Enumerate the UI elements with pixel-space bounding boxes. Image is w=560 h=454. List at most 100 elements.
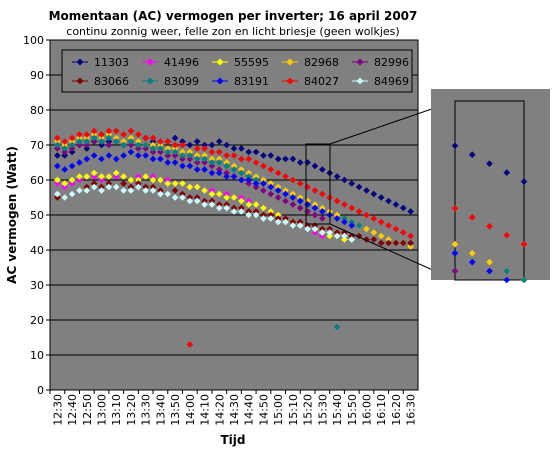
data-point xyxy=(157,141,164,149)
legend-label: 83191 xyxy=(234,75,269,88)
data-point xyxy=(61,141,69,149)
data-point xyxy=(68,145,76,152)
x-tick-label: 13:20 xyxy=(125,394,138,426)
zoom-point xyxy=(520,276,528,284)
data-point xyxy=(363,211,370,219)
data-point xyxy=(245,148,253,156)
data-point xyxy=(319,166,326,173)
data-point xyxy=(215,204,223,212)
data-point xyxy=(54,134,61,142)
x-tick-label: 14:50 xyxy=(257,394,270,426)
data-point xyxy=(186,152,194,159)
data-point xyxy=(149,173,157,180)
data-point xyxy=(186,194,194,201)
legend-label: 82996 xyxy=(374,56,409,69)
y-tick-label: 20 xyxy=(30,314,44,327)
data-point xyxy=(98,183,105,191)
zoom-source-box xyxy=(305,143,331,225)
data-point xyxy=(245,201,253,208)
data-point xyxy=(230,194,238,201)
data-point xyxy=(296,222,304,229)
data-point xyxy=(252,211,260,219)
data-point xyxy=(127,183,135,191)
data-point xyxy=(230,204,238,212)
legend: 11303 41496 55595 82968 82996 83066 83099 83191… xyxy=(61,49,413,93)
y-tick-label: 70 xyxy=(30,139,44,152)
data-point xyxy=(230,145,238,152)
data-point xyxy=(399,229,407,236)
zoom-point xyxy=(468,151,476,158)
data-point xyxy=(157,155,164,163)
data-point xyxy=(355,232,363,240)
legend-item: 82968 xyxy=(282,56,339,69)
data-point xyxy=(230,173,238,180)
x-tick-label: 13:30 xyxy=(140,394,153,426)
data-point xyxy=(201,141,208,149)
data-point xyxy=(127,127,135,135)
data-point xyxy=(61,145,69,152)
legend-label: 84027 xyxy=(304,75,339,88)
data-point xyxy=(171,145,179,152)
data-point xyxy=(267,152,275,159)
data-point xyxy=(289,155,297,163)
data-point xyxy=(252,176,260,184)
zoom-point xyxy=(468,249,476,257)
data-point xyxy=(149,148,157,156)
x-tick-label: 12:30 xyxy=(51,394,64,426)
data-point xyxy=(208,169,216,177)
x-tick-label: 12:40 xyxy=(66,394,79,426)
data-point xyxy=(215,155,223,163)
data-point xyxy=(311,229,319,236)
data-point xyxy=(355,222,363,229)
data-point xyxy=(186,141,194,149)
legend-label: 83066 xyxy=(94,75,129,88)
data-point xyxy=(105,138,113,145)
data-point xyxy=(341,176,348,184)
legend-label: 41496 xyxy=(164,56,199,69)
data-point xyxy=(83,183,91,191)
data-point xyxy=(186,162,194,170)
data-point xyxy=(230,162,238,170)
data-point xyxy=(120,131,127,138)
data-point xyxy=(54,138,61,145)
x-tick-label: 13:50 xyxy=(169,394,182,426)
zoom-markers xyxy=(451,142,528,284)
data-point xyxy=(98,138,105,145)
x-tick-label: 15:20 xyxy=(302,394,315,426)
x-tick-label: 14:30 xyxy=(228,394,241,426)
data-point xyxy=(164,152,172,159)
data-point xyxy=(135,131,142,138)
data-point xyxy=(193,159,201,166)
data-point xyxy=(193,155,201,163)
data-point xyxy=(179,162,186,170)
data-point xyxy=(311,162,319,170)
legend-item: 84027 xyxy=(282,75,339,88)
data-point xyxy=(267,190,275,198)
y-tick-label: 60 xyxy=(30,174,44,187)
x-tick-label: 12:50 xyxy=(81,394,94,426)
data-point xyxy=(289,190,297,198)
zoom-point xyxy=(486,223,493,230)
data-point xyxy=(215,159,223,166)
data-point xyxy=(333,323,341,331)
data-point xyxy=(407,239,414,247)
data-point xyxy=(282,155,289,163)
data-point xyxy=(215,138,223,145)
data-point xyxy=(282,187,289,194)
data-point xyxy=(245,169,253,177)
data-point xyxy=(304,197,311,205)
data-point xyxy=(319,204,326,212)
data-point xyxy=(149,176,157,184)
data-point xyxy=(135,152,142,159)
zoom-point xyxy=(503,276,511,284)
y-tick-label: 0 xyxy=(37,384,44,397)
series-83191 xyxy=(54,148,356,229)
data-point xyxy=(215,190,223,198)
zoom-point xyxy=(503,231,511,239)
data-point xyxy=(245,180,253,187)
data-point xyxy=(164,180,172,187)
data-point xyxy=(76,131,83,138)
legend-swatch xyxy=(146,58,154,66)
x-tick-label: 14:40 xyxy=(243,394,256,426)
data-point xyxy=(282,215,289,222)
